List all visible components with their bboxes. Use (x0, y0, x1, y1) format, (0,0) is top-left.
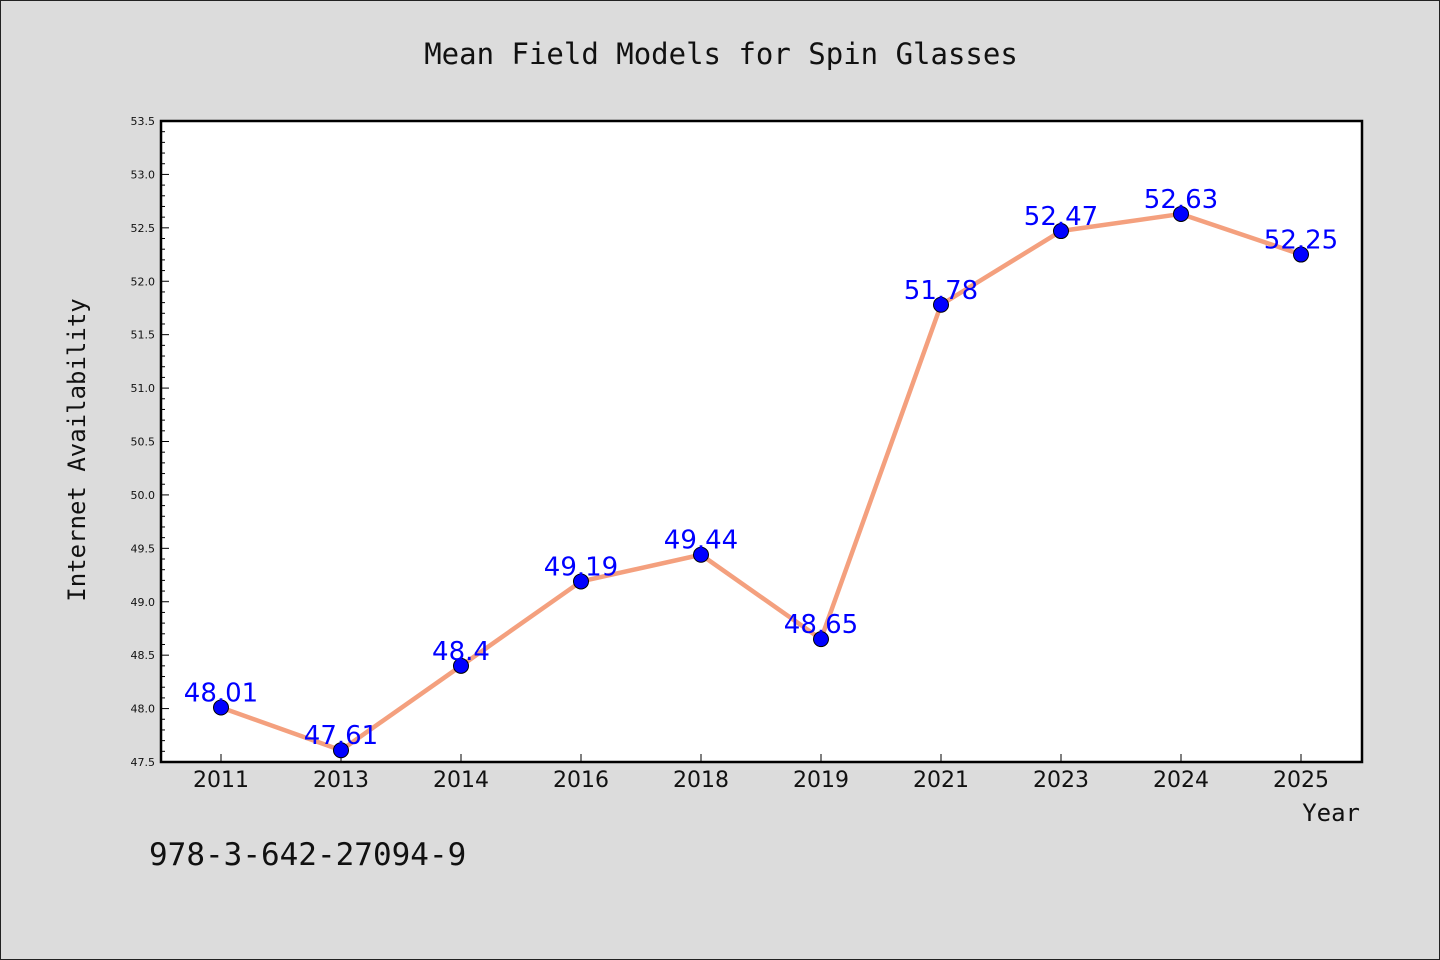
y-tick-label: 52.5 (131, 222, 156, 235)
data-point (453, 657, 469, 674)
y-tick-label: 53.0 (131, 168, 156, 181)
data-point (333, 742, 349, 759)
data-label: 47.61 (304, 721, 378, 751)
y-tick-label: 47.5 (131, 756, 156, 769)
x-tick-label: 2013 (313, 768, 369, 793)
x-axis: 2011 2013 2014 2016 2018 2019 2021 2023 2024 2025 (193, 754, 1329, 793)
data-label: 49.19 (544, 552, 618, 582)
data-label: 51.78 (904, 276, 978, 306)
x-tick-label: 2011 (193, 768, 249, 793)
y-tick-label: 48.0 (131, 703, 156, 716)
data-label: 52.47 (1024, 202, 1098, 232)
data-label: 52.25 (1264, 226, 1338, 256)
data-point (1173, 205, 1189, 222)
series-line-group (218, 211, 1304, 753)
data-point (933, 296, 949, 313)
series-markers-group (213, 205, 1309, 759)
data-label: 52.63 (1144, 185, 1218, 215)
y-tick-label: 50.5 (131, 436, 156, 449)
data-label: 48.01 (184, 679, 258, 709)
y-tick-label: 52.0 (131, 275, 156, 288)
data-point (693, 546, 709, 563)
data-point (1053, 223, 1069, 240)
x-tick-label: 2021 (913, 768, 969, 793)
y-tick-label: 49.5 (131, 542, 156, 555)
y-axis: 47.5 48.0 48.5 49.0 49.5 50.0 50.5 51.0 51.5 52.0… (131, 115, 169, 769)
y-tick-label: 53.5 (131, 115, 156, 128)
x-tick-label: 2019 (793, 768, 849, 793)
series-line (218, 211, 1304, 753)
x-tick-label: 2014 (433, 768, 489, 793)
y-tick-label: 51.5 (131, 329, 156, 342)
x-tick-label: 2023 (1033, 768, 1089, 793)
x-tick-label: 2024 (1153, 768, 1209, 793)
x-tick-label: 2018 (673, 768, 729, 793)
y-tick-label: 51.0 (131, 382, 156, 395)
data-point (813, 631, 829, 648)
data-point (573, 573, 589, 590)
x-tick-label: 2016 (553, 768, 609, 793)
data-labels-group: 48.01 47.61 48.4 49.19 49.44 48.65 51.78 52.47 5… (184, 185, 1338, 751)
x-tick-label: 2025 (1273, 768, 1329, 793)
y-tick-label: 50.0 (131, 489, 156, 502)
data-label: 49.44 (664, 526, 738, 556)
chart-title: Mean Field Models for Spin Glasses (424, 37, 1018, 71)
y-tick-label: 49.0 (131, 596, 156, 609)
data-label: 48.4 (432, 637, 490, 667)
data-point (213, 699, 229, 716)
plot-area (159, 119, 1364, 764)
y-axis-label: Internet Availability (63, 298, 91, 601)
isbn-footnote: 978-3-642-27094-9 (149, 837, 466, 873)
y-tick-label: 48.5 (131, 649, 156, 662)
x-axis-label: Year (1302, 799, 1360, 827)
data-label: 48.65 (784, 610, 858, 640)
data-point (1293, 246, 1309, 263)
